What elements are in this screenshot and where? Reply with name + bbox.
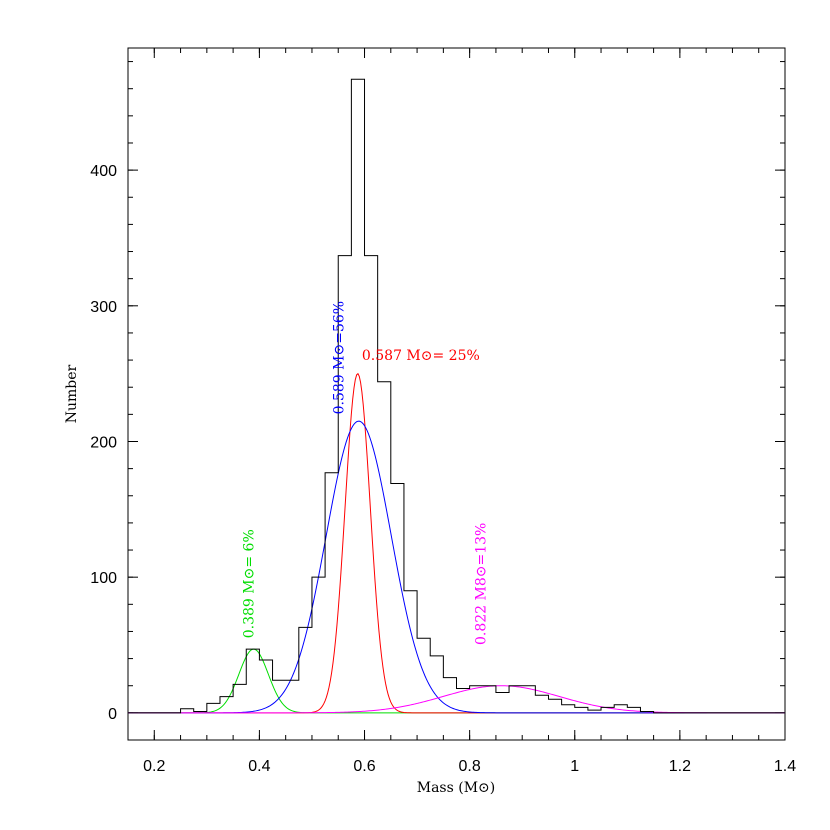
x-tick-label: 1.4 [774, 758, 796, 775]
histogram [128, 78, 785, 714]
y-axis-title: Number [64, 364, 80, 423]
fit-annotation: 0.589 M⊙=56% [331, 301, 347, 414]
y-tick-label: 100 [90, 570, 117, 587]
gaussian-curve [128, 420, 785, 714]
gaussian-curve [128, 372, 785, 714]
y-tick-label: 200 [90, 434, 117, 451]
fit-annotation: 0.822 M8⊙=13% [473, 523, 489, 645]
y-tick-label: 300 [90, 299, 117, 316]
y-tick-label: 0 [108, 706, 117, 723]
fit-annotation: 0.587 M⊙= 25% [362, 348, 480, 364]
x-tick-label: 1.2 [669, 758, 691, 775]
histogram-step [128, 78, 785, 714]
plot-frame [127, 47, 786, 741]
x-tick-label: 0.2 [143, 758, 165, 775]
x-axis-ticks: 0.2 0.4 0.6 0.8 1 1.2 1.4 [127, 48, 796, 775]
gaussian-fit-curves [128, 372, 785, 714]
x-tick-label: 0.4 [248, 758, 270, 775]
y-axis-ticks: 0 100 200 300 400 [90, 61, 785, 741]
x-tick-label: 0.6 [353, 758, 375, 775]
x-axis-title: Mass (M⊙) [417, 780, 496, 796]
x-tick-label: 0.8 [459, 758, 481, 775]
fit-annotations: 0.389 M⊙= 6% 0.587 M⊙= 25% 0.589 M⊙=56% 0.8… [242, 301, 490, 645]
y-tick-label: 400 [90, 163, 117, 180]
gaussian-curve [128, 685, 785, 714]
x-tick-label: 1 [570, 758, 579, 775]
fit-annotation: 0.389 M⊙= 6% [242, 529, 258, 638]
